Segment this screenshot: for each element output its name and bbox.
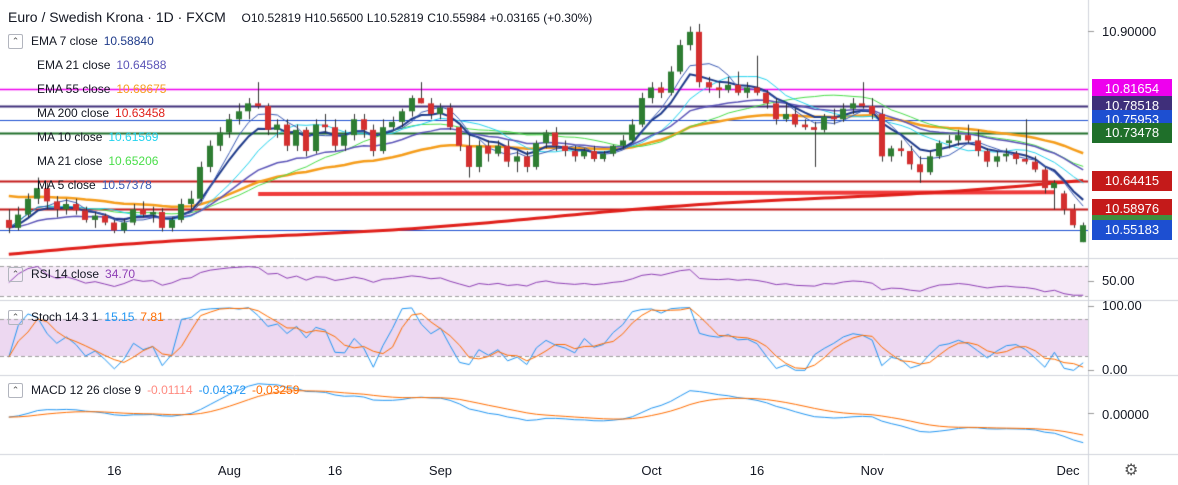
legend-value: 10.64588	[116, 58, 167, 72]
stoch-axis-top: 100.00	[1102, 298, 1142, 313]
macd-legend: ⌃ MACD 12 26 close 9 -0.01114 -0.04372 -0.03…	[8, 383, 300, 399]
gear-icon[interactable]: ⚙	[1124, 462, 1139, 479]
price-tag: 10.81654	[1092, 79, 1172, 100]
collapse-icon[interactable]: ⌃	[8, 267, 23, 283]
legend-value: 10.61569	[108, 130, 159, 144]
x-tick-label: 16	[749, 463, 765, 478]
legend-entry: MA 5 close 10.57378	[37, 178, 152, 192]
macd-signal-value: -0.03259	[252, 383, 300, 397]
rsi-value: 34.70	[105, 267, 136, 281]
collapse-icon[interactable]: ⌃	[8, 383, 23, 399]
legend-entry: ⌃ EMA 7 close 10.58840	[8, 34, 154, 50]
price-axis-label: 10.90000	[1102, 24, 1157, 39]
legend-label: EMA 7 close	[31, 34, 98, 48]
stoch-d-value: 7.81	[140, 310, 164, 324]
macd-axis-label: 0.00000	[1102, 407, 1149, 422]
stoch-legend: ⌃ Stoch 14 3 1 15.15 7.81	[8, 310, 164, 326]
macd-label: MACD 12 26 close 9	[31, 383, 142, 397]
collapse-icon[interactable]: ⌃	[8, 34, 23, 50]
legend-entry: EMA 55 close 10.68675	[37, 82, 166, 96]
legend-value: 10.63458	[115, 106, 166, 120]
x-tick-label: 16	[327, 463, 343, 478]
chart-header: Euro / Swedish Krona · 1D · FXCM O10.528…	[8, 9, 592, 25]
rsi-axis-label: 50.00	[1102, 273, 1135, 288]
legend-label: MA 21 close	[37, 154, 103, 168]
legend-value: 10.65206	[108, 154, 159, 168]
ohlc-high: H10.56500	[304, 11, 364, 25]
ohlc-close: C10.55984	[427, 11, 486, 25]
macd-hist-value: -0.01114	[147, 383, 193, 397]
price-tag: 10.73478	[1092, 122, 1172, 143]
legend-label: MA 10 close	[37, 130, 103, 144]
legend-label: MA 5 close	[37, 178, 96, 192]
legend-value: 10.68675	[116, 82, 167, 96]
ohlc-low: L10.52819	[366, 11, 424, 25]
price-tag: 10.58976	[1092, 199, 1172, 220]
stoch-k-value: 15.15	[104, 310, 135, 324]
legend-value: 10.58840	[103, 34, 154, 48]
stoch-axis-bottom: 0.00	[1102, 362, 1128, 377]
x-tick-label: 16	[107, 463, 122, 478]
x-tick-label: Oct	[641, 463, 662, 478]
price-tag: 10.64415	[1092, 170, 1172, 191]
legend-entry: MA 10 close 10.61569	[37, 130, 158, 144]
ohlc-open: O10.52819	[241, 11, 301, 25]
macd-value: -0.04372	[198, 383, 247, 397]
legend-label: EMA 55 close	[37, 82, 111, 96]
legend-label: EMA 21 close	[37, 58, 111, 72]
ohlc-change: +0.03165 (+0.30%)	[489, 11, 593, 25]
rsi-label: RSI 14 close	[31, 267, 100, 281]
collapse-icon[interactable]: ⌃	[8, 310, 23, 326]
legend-label: MA 200 close	[37, 106, 110, 120]
legend-value: 10.57378	[101, 178, 152, 192]
x-tick-label: Dec	[1056, 463, 1080, 478]
x-tick-label: Aug	[217, 463, 241, 478]
x-tick-label: Nov	[860, 463, 884, 478]
price-tag: 10.55183	[1092, 219, 1172, 240]
legend-entry: EMA 21 close 10.64588	[37, 58, 166, 72]
legend-entry: MA 21 close 10.65206	[37, 154, 158, 168]
x-tick-label: Sep	[428, 463, 453, 478]
legend-entry: MA 200 close 10.63458	[37, 106, 165, 120]
symbol-title: Euro / Swedish Krona · 1D · FXCM	[8, 9, 226, 25]
rsi-legend: ⌃ RSI 14 close 34.70	[8, 267, 136, 283]
stoch-label: Stoch 14 3 1	[31, 310, 99, 324]
